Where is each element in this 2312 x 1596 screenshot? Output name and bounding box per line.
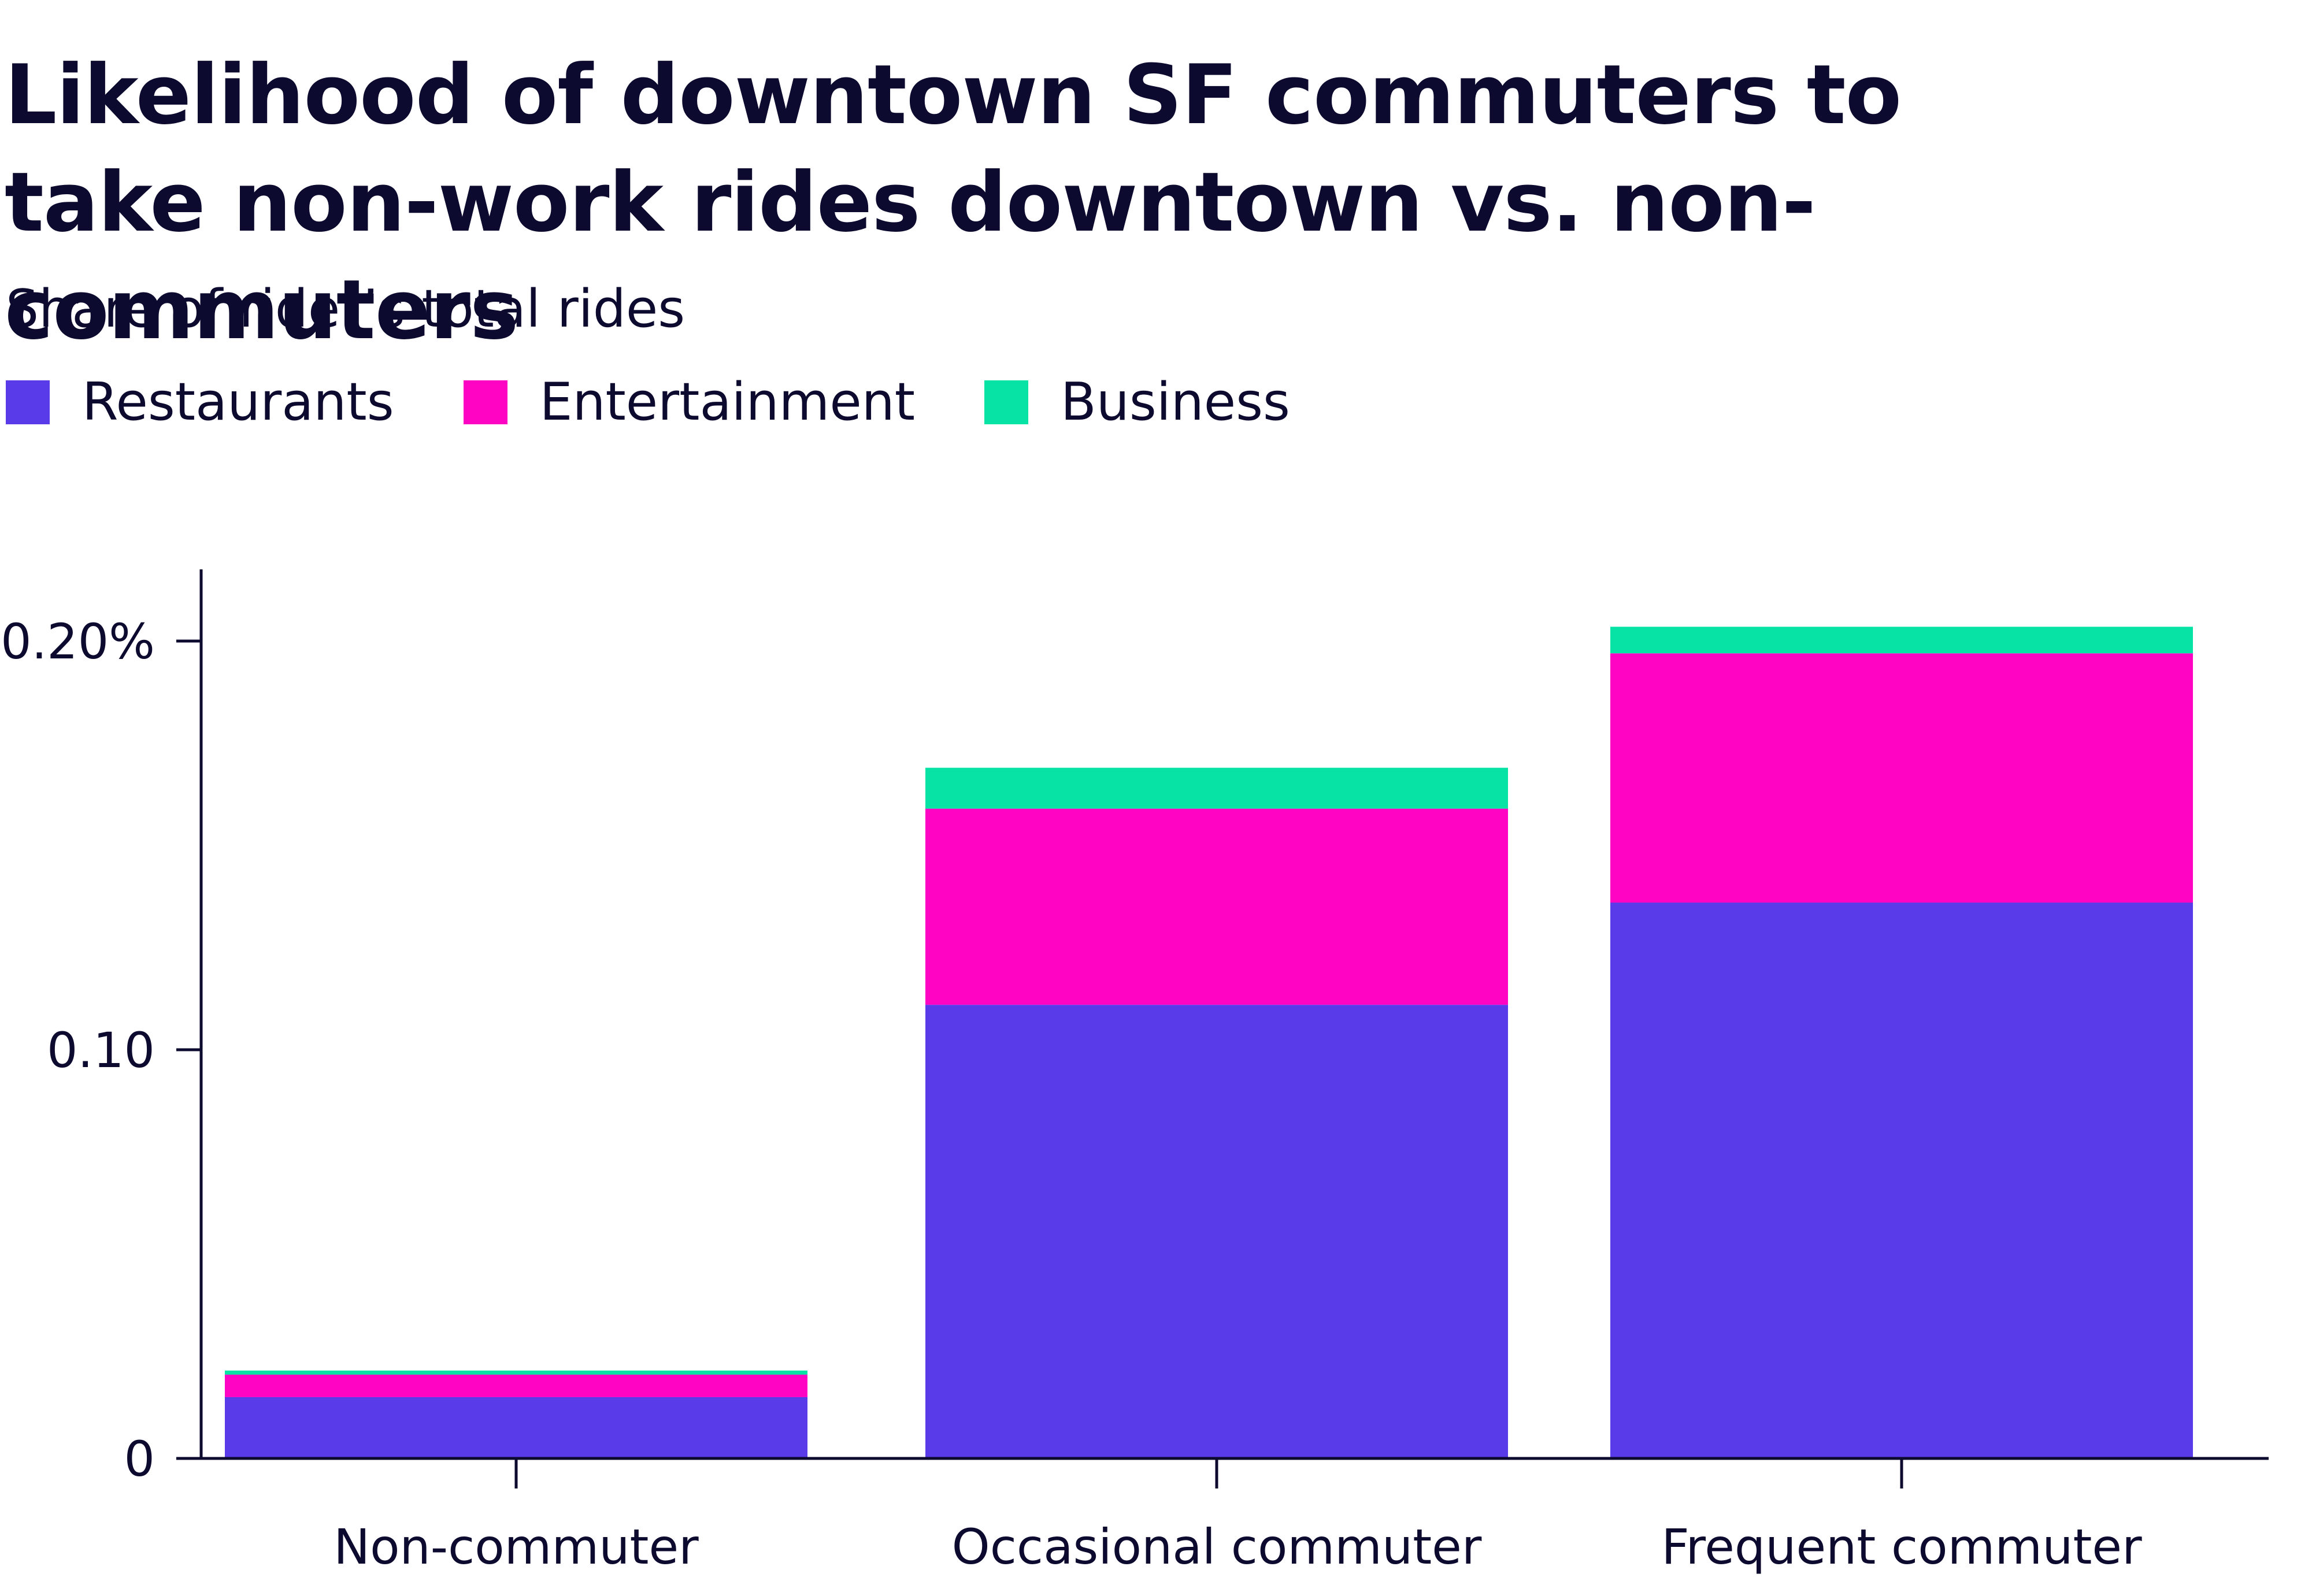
bar-business-2 [925, 768, 1508, 809]
legend-swatch-business [984, 380, 1029, 424]
legend-label-entertainment: Entertainment [539, 372, 916, 432]
legend-label-restaurants: Restaurants [82, 372, 394, 432]
x-tick-label-2: Occasional commuter [952, 1519, 1482, 1575]
bar-business-1 [225, 1370, 807, 1375]
legend-item-restaurants: Restaurants [6, 368, 394, 437]
bar-restaurants-2 [925, 1005, 1508, 1458]
bar-entertainment-3 [1610, 653, 2193, 903]
bar-entertainment-1 [225, 1375, 807, 1397]
legend-label-business: Business [1061, 372, 1290, 432]
chart-subtitle: Share of rider’s total rides [6, 279, 686, 339]
legend-swatch-restaurants [6, 380, 50, 424]
y-tick-label-1: 0 [124, 1431, 155, 1487]
legend: Restaurants Entertainment Business [6, 368, 1359, 437]
legend-swatch-entertainment [463, 380, 507, 424]
x-tick-label-1: Non-commuter [334, 1519, 699, 1575]
bar-restaurants-1 [225, 1397, 807, 1458]
legend-item-entertainment: Entertainment [463, 368, 916, 437]
legend-item-business: Business [984, 368, 1290, 437]
x-tick-label-3: Frequent commuter [1661, 1519, 2142, 1575]
y-tick-label-3: 0.20% [1, 613, 155, 670]
chart-title: Likelihood of downtown SF commuters to t… [5, 47, 1902, 358]
bar-business-3 [1610, 627, 2193, 654]
bar-entertainment-2 [925, 808, 1508, 1005]
bar-restaurants-3 [1610, 902, 2193, 1458]
y-tick-label-2: 0.10 [47, 1022, 155, 1079]
